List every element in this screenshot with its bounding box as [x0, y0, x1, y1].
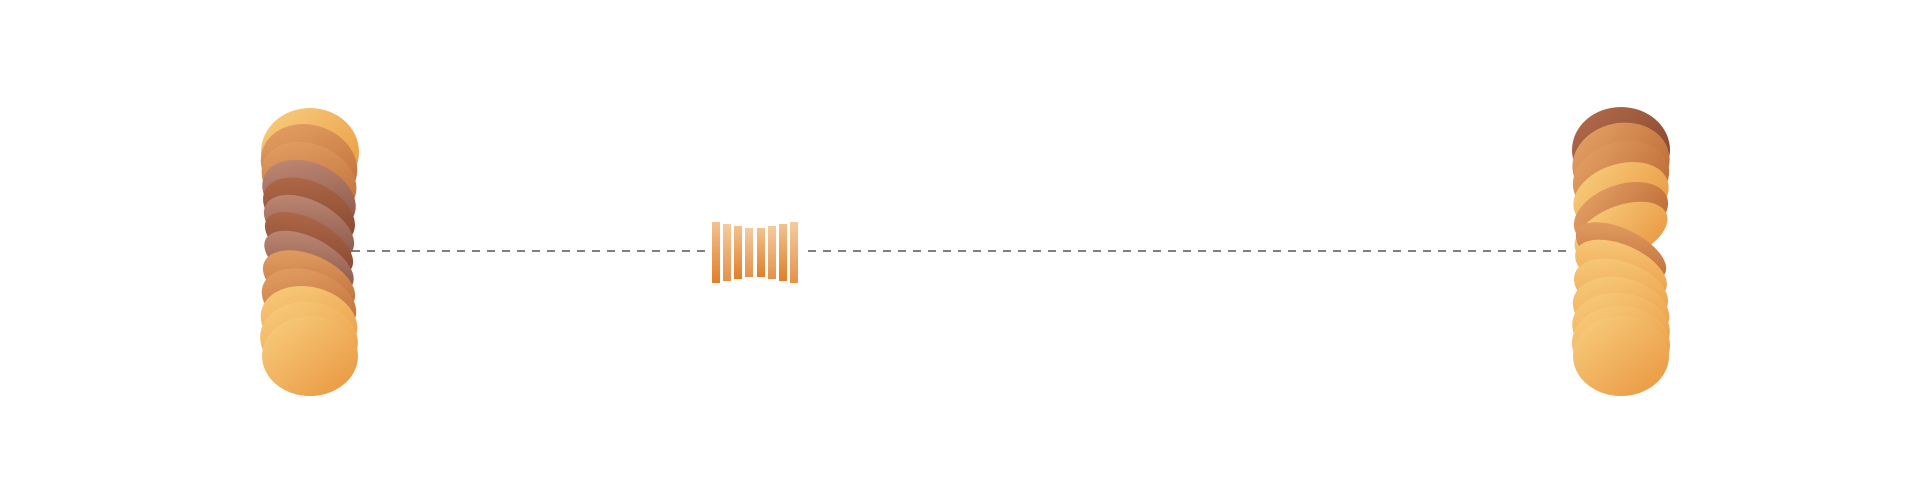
left-disc	[262, 316, 358, 396]
right-disc-stack	[1572, 107, 1670, 396]
right-disc	[1573, 316, 1669, 396]
bowtie-bar	[757, 228, 765, 277]
bowtie-bar	[734, 226, 742, 279]
bowtie-bar	[745, 228, 753, 277]
bowtie-bar	[768, 226, 776, 279]
bowtie-bar	[723, 224, 731, 281]
bowtie-bars-icon	[712, 222, 798, 283]
left-disc-stack	[260, 108, 359, 396]
bowtie-bar	[790, 222, 798, 283]
bowtie-bar	[779, 224, 787, 281]
bowtie-bar	[712, 222, 720, 283]
